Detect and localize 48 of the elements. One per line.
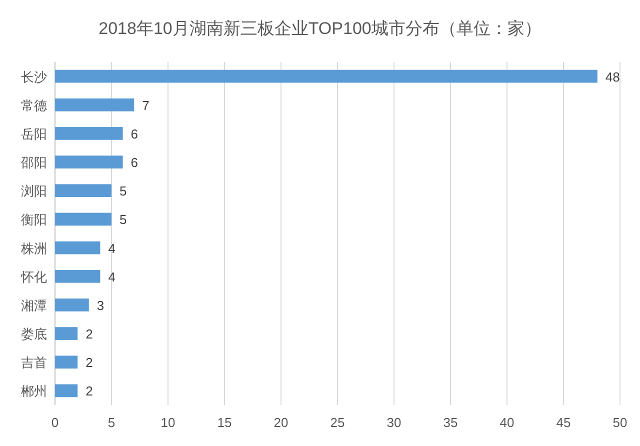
bar	[55, 298, 89, 312]
bar	[55, 156, 123, 168]
bar	[55, 327, 78, 340]
x-tick-label: 25	[330, 415, 345, 430]
x-tick-label: 15	[217, 415, 232, 430]
data-label: 5	[120, 212, 127, 228]
bar	[55, 127, 123, 140]
y-tick-label: 郴州	[21, 384, 47, 399]
y-tick-label: 吉首	[21, 355, 47, 370]
x-tick-label: 30	[386, 415, 402, 430]
y-tick-label: 常德	[21, 98, 47, 113]
y-tick-label: 株洲	[20, 240, 47, 256]
data-label: 48	[605, 69, 620, 84]
bar	[55, 241, 100, 254]
data-label: 4	[108, 240, 116, 256]
chart-title: 2018年10月湖南新三板企业TOP100城市分布（单位：家）	[98, 19, 542, 38]
x-tick-label: 50	[612, 415, 628, 430]
y-tick-label: 浏阳	[21, 184, 47, 199]
y-tick-label: 衡阳	[21, 212, 47, 228]
bar	[55, 98, 134, 112]
bar	[55, 356, 78, 369]
data-label: 7	[142, 98, 150, 113]
bar	[55, 270, 100, 283]
x-tick-label: 40	[500, 415, 514, 430]
x-tick-label: 10	[160, 415, 176, 430]
x-tick-label: 45	[556, 415, 571, 430]
data-label: 2	[86, 355, 93, 370]
data-label: 2	[86, 326, 93, 342]
x-tick-label: 35	[443, 415, 458, 430]
data-label: 2	[86, 384, 93, 399]
bar	[55, 384, 78, 398]
y-tick-label: 娄底	[21, 326, 47, 342]
bar	[55, 70, 598, 83]
x-tick-label: 0	[51, 415, 59, 430]
data-label: 4	[108, 269, 116, 284]
y-tick-label: 岳阳	[21, 126, 47, 142]
y-tick-label: 怀化	[20, 269, 47, 284]
data-label: 6	[130, 126, 138, 142]
bar	[55, 212, 112, 226]
y-tick-label: 邵阳	[21, 155, 47, 170]
y-tick-label: 长沙	[21, 69, 47, 84]
y-tick-label: 湘潭	[21, 298, 47, 313]
data-label: 6	[130, 155, 138, 170]
data-label: 3	[96, 298, 104, 313]
data-label: 5	[120, 184, 127, 199]
bar	[55, 184, 112, 198]
x-tick-label: 5	[108, 415, 116, 430]
x-tick-label: 20	[274, 415, 288, 430]
